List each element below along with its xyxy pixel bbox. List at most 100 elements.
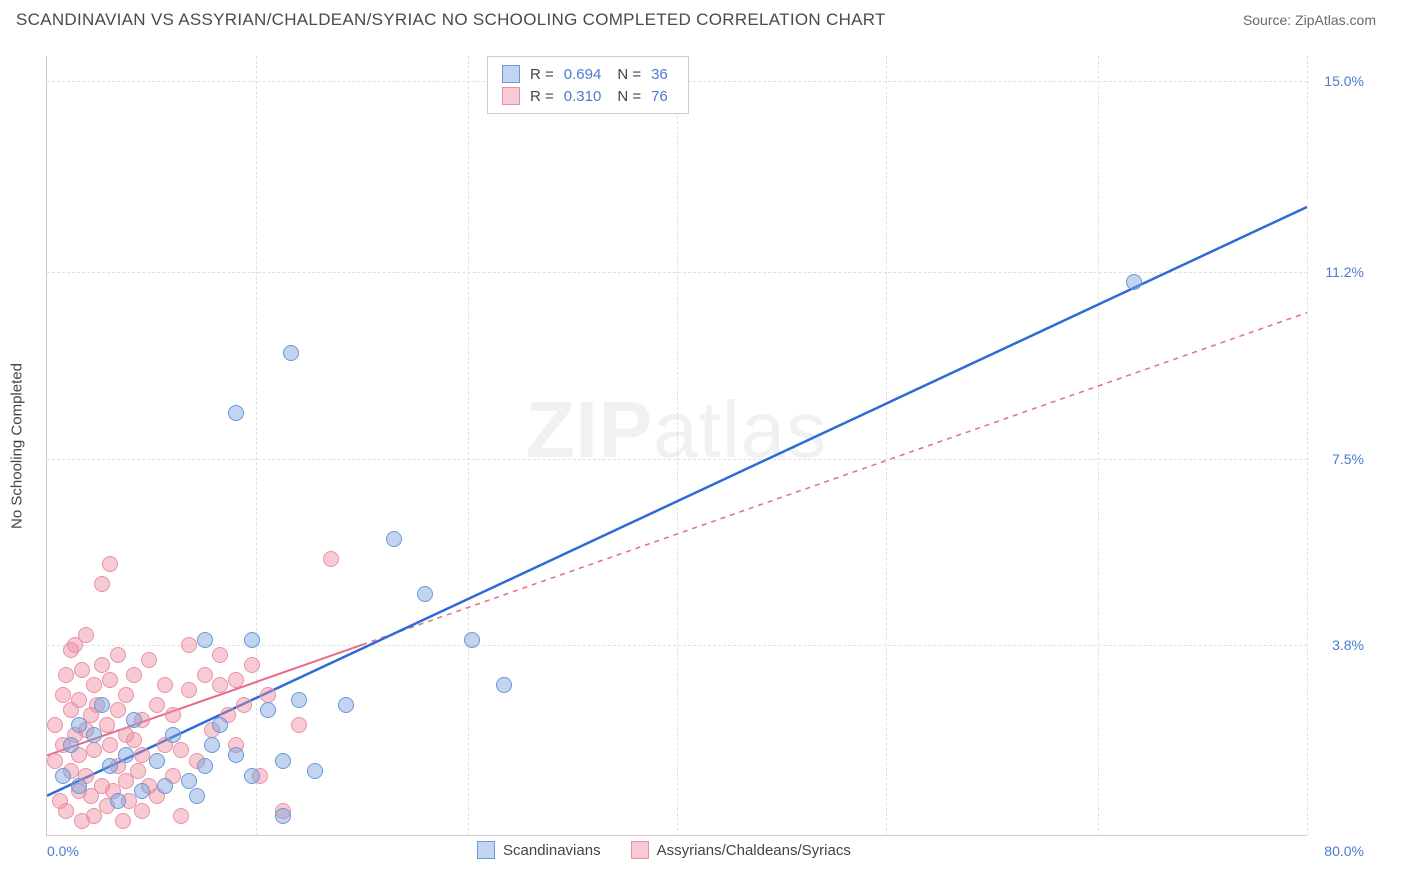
scatter-point-assyr xyxy=(134,803,150,819)
n-value: 76 xyxy=(651,88,668,105)
n-value: 36 xyxy=(651,66,668,83)
scatter-point-assyr xyxy=(118,687,134,703)
scatter-point-assyr xyxy=(260,687,276,703)
r-value: 0.694 xyxy=(564,66,602,83)
scatter-point-assyr xyxy=(110,647,126,663)
scatter-point-scand xyxy=(157,778,173,794)
scatter-point-assyr xyxy=(102,556,118,572)
y-tick-label: 3.8% xyxy=(1332,637,1364,653)
scatter-point-assyr xyxy=(78,627,94,643)
scatter-point-scand xyxy=(228,747,244,763)
n-label: N = xyxy=(617,88,641,105)
scatter-point-assyr xyxy=(173,808,189,824)
scatter-point-scand xyxy=(63,737,79,753)
scatter-point-assyr xyxy=(141,652,157,668)
scatter-point-assyr xyxy=(86,742,102,758)
chart-title: SCANDINAVIAN VS ASSYRIAN/CHALDEAN/SYRIAC… xyxy=(16,10,886,30)
scatter-point-scand xyxy=(149,753,165,769)
scatter-point-assyr xyxy=(181,682,197,698)
scatter-point-scand xyxy=(275,808,291,824)
scatter-point-scand xyxy=(189,788,205,804)
scatter-point-assyr xyxy=(86,677,102,693)
scatter-point-assyr xyxy=(71,692,87,708)
scatter-point-assyr xyxy=(94,576,110,592)
scatter-point-scand xyxy=(283,345,299,361)
y-tick-label: 11.2% xyxy=(1325,264,1364,280)
scatter-point-scand xyxy=(244,632,260,648)
trend-line-assyr-dashed xyxy=(362,313,1307,645)
scatter-point-scand xyxy=(94,697,110,713)
legend-item-scand: Scandinavians xyxy=(477,841,601,859)
scatter-point-scand xyxy=(338,697,354,713)
scatter-point-assyr xyxy=(126,732,142,748)
plot-area: No Schooling Completed 3.8%7.5%11.2%15.0… xyxy=(46,56,1306,836)
r-label: R = xyxy=(530,66,554,83)
legend-swatch xyxy=(477,841,495,859)
x-axis-max-label: 80.0% xyxy=(1324,843,1364,859)
scatter-point-scand xyxy=(126,712,142,728)
source-attribution: Source: ZipAtlas.com xyxy=(1243,12,1376,28)
scatter-point-scand xyxy=(165,727,181,743)
scatter-point-assyr xyxy=(110,702,126,718)
y-tick-label: 7.5% xyxy=(1332,451,1364,467)
scatter-point-scand xyxy=(55,768,71,784)
r-value: 0.310 xyxy=(564,88,602,105)
scatter-point-scand xyxy=(307,763,323,779)
scatter-point-scand xyxy=(417,586,433,602)
scatter-point-scand xyxy=(134,783,150,799)
scatter-point-assyr xyxy=(149,697,165,713)
scatter-point-scand xyxy=(496,677,512,693)
chart-container: No Schooling Completed 3.8%7.5%11.2%15.0… xyxy=(46,56,1376,856)
scatter-point-assyr xyxy=(212,677,228,693)
scatter-point-scand xyxy=(228,405,244,421)
series-legend: Scandinavians Assyrians/Chaldeans/Syriacs xyxy=(477,841,851,859)
scatter-point-scand xyxy=(181,773,197,789)
x-axis-min-label: 0.0% xyxy=(47,843,79,859)
scatter-point-scand xyxy=(386,531,402,547)
stats-legend-box: R = 0.694 N = 36 R = 0.310 N = 76 xyxy=(487,56,689,114)
scatter-point-scand xyxy=(86,727,102,743)
gridline-vertical xyxy=(256,56,257,836)
scatter-point-assyr xyxy=(102,672,118,688)
scatter-point-scand xyxy=(71,778,87,794)
legend-swatch xyxy=(502,87,520,105)
scatter-point-assyr xyxy=(115,813,131,829)
scatter-point-scand xyxy=(110,793,126,809)
legend-label: Assyrians/Chaldeans/Syriacs xyxy=(657,842,851,859)
scatter-point-scand xyxy=(1126,274,1142,290)
scatter-point-assyr xyxy=(94,657,110,673)
scatter-point-scand xyxy=(260,702,276,718)
scatter-point-assyr xyxy=(323,551,339,567)
legend-swatch xyxy=(502,65,520,83)
scatter-point-assyr xyxy=(58,667,74,683)
scatter-point-assyr xyxy=(173,742,189,758)
n-label: N = xyxy=(617,66,641,83)
scatter-point-assyr xyxy=(55,687,71,703)
scatter-point-assyr xyxy=(181,637,197,653)
gridline-vertical xyxy=(886,56,887,836)
scatter-point-scand xyxy=(71,717,87,733)
scatter-point-assyr xyxy=(134,747,150,763)
scatter-point-assyr xyxy=(197,667,213,683)
gridline-vertical xyxy=(468,56,469,836)
scatter-point-scand xyxy=(197,632,213,648)
scatter-point-assyr xyxy=(165,707,181,723)
scatter-point-assyr xyxy=(212,647,228,663)
gridline-vertical xyxy=(1307,56,1308,836)
scatter-point-scand xyxy=(291,692,307,708)
r-label: R = xyxy=(530,88,554,105)
scatter-point-assyr xyxy=(157,677,173,693)
legend-swatch xyxy=(631,841,649,859)
scatter-point-assyr xyxy=(58,803,74,819)
gridline-vertical xyxy=(1098,56,1099,836)
scatter-point-assyr xyxy=(47,717,63,733)
scatter-point-scand xyxy=(275,753,291,769)
stats-row-scand: R = 0.694 N = 36 xyxy=(502,63,674,85)
scatter-point-assyr xyxy=(126,667,142,683)
scatter-point-assyr xyxy=(291,717,307,733)
scatter-point-scand xyxy=(197,758,213,774)
legend-label: Scandinavians xyxy=(503,842,601,859)
stats-row-assyr: R = 0.310 N = 76 xyxy=(502,85,674,107)
scatter-point-assyr xyxy=(130,763,146,779)
scatter-point-scand xyxy=(244,768,260,784)
